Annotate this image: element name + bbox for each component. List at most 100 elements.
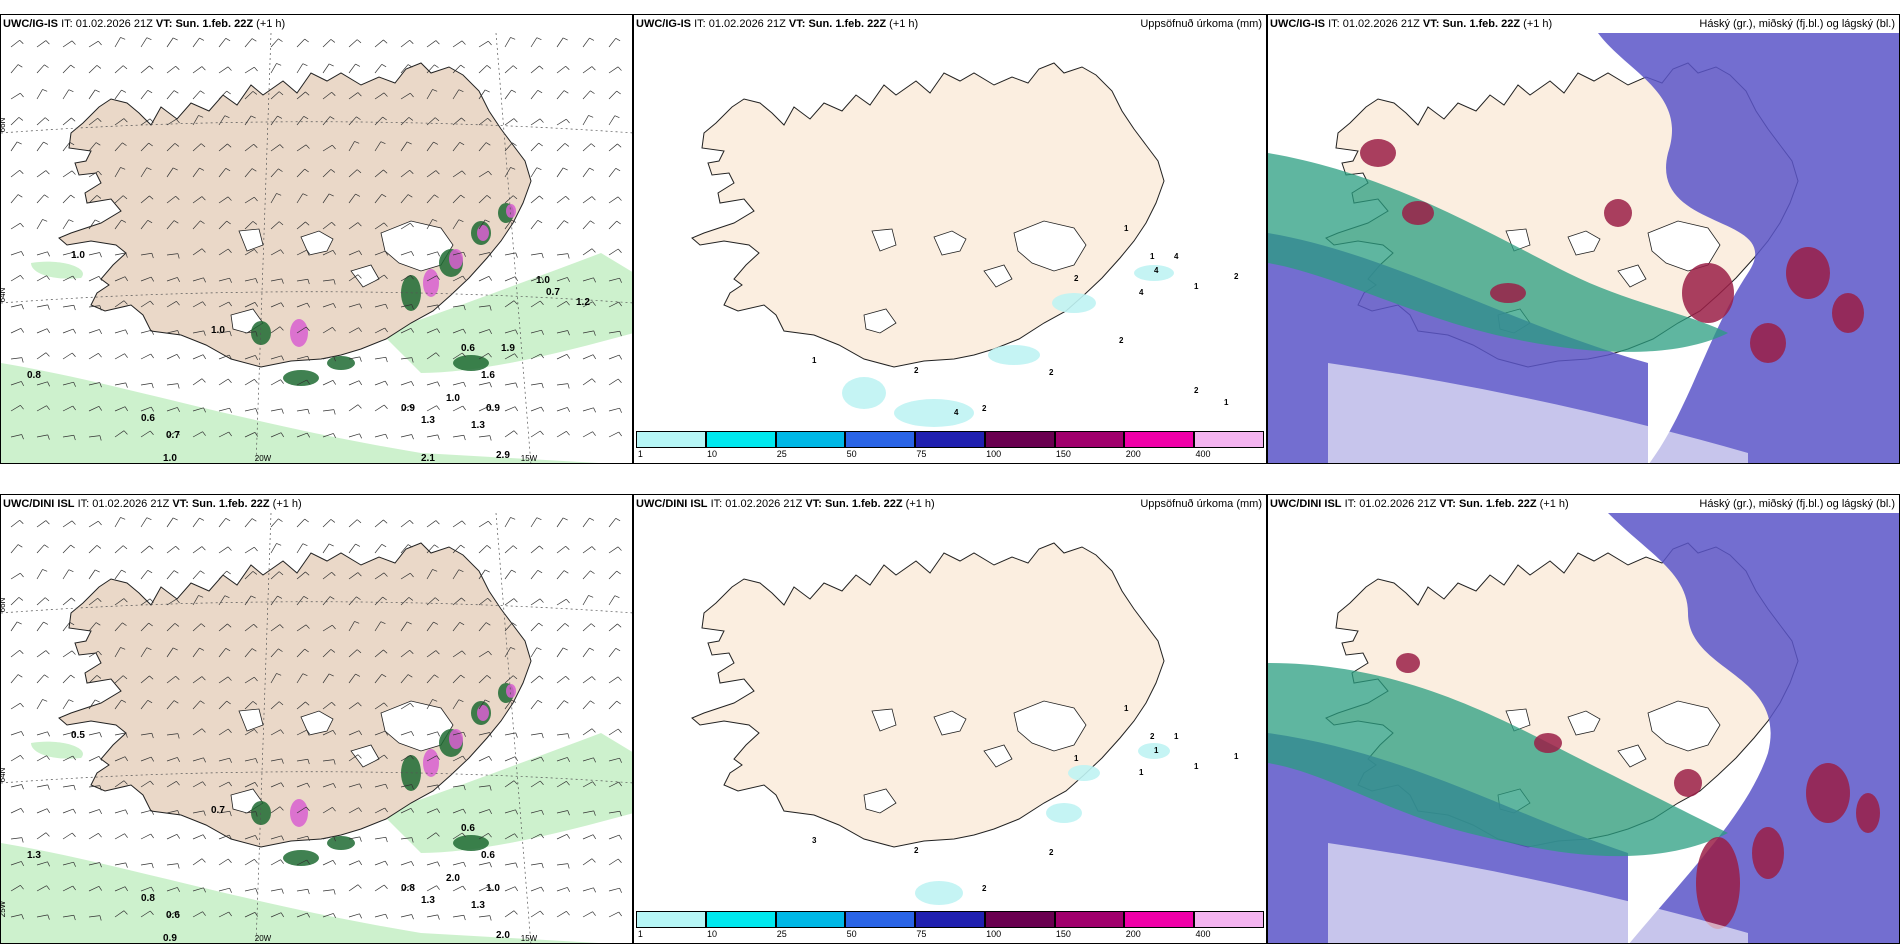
wind-barb (582, 546, 593, 554)
glacier-outline (238, 708, 264, 732)
wind-barb (400, 92, 411, 100)
wind-barb (88, 142, 97, 152)
wind-barb (244, 115, 252, 126)
wind-barb (426, 219, 433, 230)
wind-barb-feather (201, 676, 206, 681)
wind-barb (192, 354, 204, 360)
wind-barb-feather (306, 249, 310, 255)
wind-barb (478, 435, 490, 438)
wind-barb (426, 784, 438, 788)
wind-barb (62, 544, 71, 554)
wind-barb-feather (619, 758, 622, 763)
low-cloud-area (1856, 793, 1880, 833)
wind-barb (166, 887, 178, 892)
wind-barb-feather (44, 117, 50, 122)
wind-barb-feather (200, 623, 206, 628)
wind-barb-feather (70, 544, 75, 549)
wind-barb (478, 915, 490, 918)
wind-barb-feather (175, 195, 180, 200)
wind-barb-feather (510, 167, 516, 170)
wind-barb (192, 220, 201, 230)
wind-barb (400, 194, 409, 204)
wind-barb (10, 519, 20, 528)
glacier-outline (1617, 744, 1647, 768)
wind-barb (426, 569, 433, 580)
wind-barb-feather (277, 595, 283, 599)
wind-barb (140, 195, 150, 204)
wind-barb-feather (328, 63, 334, 67)
glacier-outline (1013, 700, 1087, 752)
wind-barb-feather (332, 624, 336, 630)
low-cloud-area (1402, 201, 1434, 225)
wind-barb (218, 431, 229, 438)
wind-barb-feather (203, 407, 206, 413)
wind-barb (296, 859, 307, 866)
wind-barb-feather (357, 702, 362, 707)
precip-value-label: 0.7 (546, 287, 560, 298)
precip-layer: 12222144112424421 (691, 62, 1239, 445)
wind-barb-feather (540, 833, 544, 839)
wind-barb (504, 142, 513, 152)
wind-barb (322, 913, 334, 918)
wind-barb-feather (333, 433, 336, 439)
wind-barb-feather (381, 64, 387, 68)
wind-barb (270, 571, 280, 580)
wind-barb (530, 598, 541, 606)
wind-barb-feather (354, 141, 360, 144)
wind-barb-feather (512, 622, 517, 626)
wind-barb (296, 518, 305, 528)
wind-barb-feather (20, 222, 24, 228)
wind-barb-feather (565, 65, 570, 70)
longitude-line (495, 513, 532, 943)
panel-right-title: Háský (gr.), miðský (fj.bl.) og lágský (… (1699, 18, 1895, 30)
wind-barb (478, 886, 490, 892)
wind-barb (140, 430, 151, 438)
wind-barb-feather (461, 117, 466, 122)
wind-barb-feather (151, 253, 154, 259)
wind-barb-feather (229, 331, 232, 337)
wind-barb-feather (19, 649, 24, 654)
wind-barb (556, 545, 566, 554)
wind-barb (10, 328, 22, 334)
wind-barb (88, 89, 96, 100)
wind-barb (114, 598, 125, 606)
wind-barb (478, 597, 488, 606)
wind-barb-feather (198, 115, 204, 118)
wind-barb (270, 91, 280, 100)
wind-barb-feather (149, 300, 154, 306)
wind-barb-feather (305, 91, 310, 96)
precip-band (381, 253, 632, 373)
wind-barb-feather (537, 90, 543, 94)
wind-barb (140, 833, 151, 840)
wind-barb (348, 141, 355, 152)
wind-barb-feather (433, 621, 439, 625)
wind-barb-feather (562, 167, 568, 171)
wind-barb-feather (488, 650, 492, 656)
wind-barb-feather (486, 65, 492, 69)
wind-barb-feather (254, 432, 258, 437)
colorbar-tick-label: 200 (1125, 449, 1141, 459)
wind-barb (400, 731, 412, 736)
wind-barb-feather (227, 143, 232, 148)
precip-value-label: 2.0 (496, 930, 510, 941)
colorbar-tick-label: 100 (986, 449, 1002, 459)
wind-barb (400, 702, 411, 710)
lat-label-66n: 66N (1, 117, 7, 132)
wind-barb (504, 622, 513, 632)
wind-barb (504, 276, 516, 282)
wind-barb (192, 66, 203, 74)
wind-barb-feather (252, 571, 258, 575)
wind-barb (530, 220, 539, 230)
wind-barb-feather (384, 250, 389, 256)
wind-barb (452, 40, 463, 48)
wind-barb-feather (484, 569, 490, 573)
wind-barb-feather (616, 90, 621, 95)
wind-barb-feather (302, 63, 308, 67)
wind-barb (478, 65, 488, 74)
wind-barb-feather (227, 196, 232, 201)
wind-barb (192, 834, 204, 840)
glacier-outline (238, 228, 264, 252)
precip-cell (453, 835, 489, 851)
wind-barb-feather (303, 116, 309, 120)
